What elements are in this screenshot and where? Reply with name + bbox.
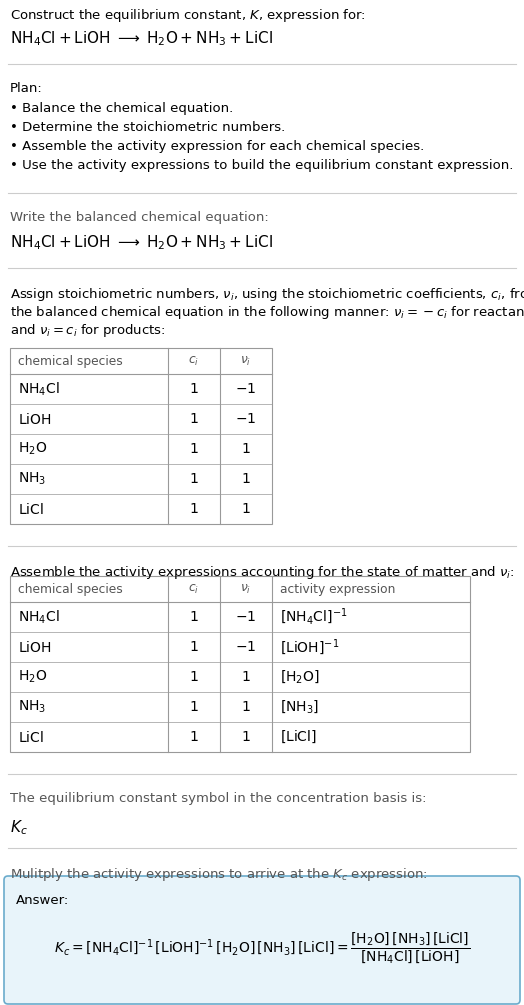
Text: $c_i$: $c_i$ — [189, 355, 200, 368]
Text: Write the balanced chemical equation:: Write the balanced chemical equation: — [10, 211, 269, 224]
Text: Plan:: Plan: — [10, 82, 43, 95]
Text: 1: 1 — [190, 670, 199, 684]
Text: 1: 1 — [242, 700, 250, 714]
Text: $[\mathrm{LiOH}]^{-1}$: $[\mathrm{LiOH}]^{-1}$ — [280, 637, 340, 657]
Text: $\mathrm{NH_3}$: $\mathrm{NH_3}$ — [18, 470, 46, 487]
Text: $c_i$: $c_i$ — [189, 583, 200, 596]
Text: $\mathrm{LiOH}$: $\mathrm{LiOH}$ — [18, 411, 51, 426]
Text: $\mathrm{LiOH}$: $\mathrm{LiOH}$ — [18, 639, 51, 654]
Text: Assemble the activity expressions accounting for the state of matter and $\nu_i$: Assemble the activity expressions accoun… — [10, 564, 515, 581]
Bar — [10, 348, 272, 524]
Text: $K_c = [\mathrm{NH_4Cl}]^{-1}\,[\mathrm{LiOH}]^{-1}\,[\mathrm{H_2O}]\,[\mathrm{N: $K_c = [\mathrm{NH_4Cl}]^{-1}\,[\mathrm{… — [54, 931, 470, 966]
Text: $[\mathrm{NH_3}]$: $[\mathrm{NH_3}]$ — [280, 698, 319, 716]
Text: $\mathrm{NH_3}$: $\mathrm{NH_3}$ — [18, 698, 46, 716]
Text: and $\nu_i = c_i$ for products:: and $\nu_i = c_i$ for products: — [10, 322, 166, 339]
Text: chemical species: chemical species — [18, 583, 123, 596]
Text: $[\mathrm{H_2O}]$: $[\mathrm{H_2O}]$ — [280, 668, 320, 685]
Text: $-1$: $-1$ — [235, 610, 257, 624]
Text: $\nu_i$: $\nu_i$ — [241, 355, 252, 368]
FancyBboxPatch shape — [4, 876, 520, 1004]
Text: • Balance the chemical equation.: • Balance the chemical equation. — [10, 102, 233, 115]
Text: 1: 1 — [190, 382, 199, 396]
Text: 1: 1 — [190, 610, 199, 624]
Text: $-1$: $-1$ — [235, 412, 257, 426]
Text: • Use the activity expressions to build the equilibrium constant expression.: • Use the activity expressions to build … — [10, 159, 514, 172]
Text: $\mathrm{NH_4Cl + LiOH \;\longrightarrow\; H_2O + NH_3 + LiCl}$: $\mathrm{NH_4Cl + LiOH \;\longrightarrow… — [10, 233, 273, 251]
Text: $\mathrm{H_2O}$: $\mathrm{H_2O}$ — [18, 668, 47, 685]
Text: • Determine the stoichiometric numbers.: • Determine the stoichiometric numbers. — [10, 121, 285, 134]
Text: $\mathrm{NH_4Cl}$: $\mathrm{NH_4Cl}$ — [18, 608, 60, 626]
Text: the balanced chemical equation in the following manner: $\nu_i = -c_i$ for react: the balanced chemical equation in the fo… — [10, 304, 524, 321]
Text: activity expression: activity expression — [280, 583, 396, 596]
Bar — [10, 576, 470, 752]
Text: $-1$: $-1$ — [235, 382, 257, 396]
Text: 1: 1 — [190, 472, 199, 486]
Text: The equilibrium constant symbol in the concentration basis is:: The equilibrium constant symbol in the c… — [10, 792, 427, 805]
Text: chemical species: chemical species — [18, 355, 123, 368]
Text: $[\mathrm{LiCl}]$: $[\mathrm{LiCl}]$ — [280, 729, 317, 745]
Text: Answer:: Answer: — [16, 894, 69, 907]
Text: 1: 1 — [242, 730, 250, 744]
Text: 1: 1 — [190, 730, 199, 744]
Text: $\mathrm{H_2O}$: $\mathrm{H_2O}$ — [18, 441, 47, 457]
Text: $\nu_i$: $\nu_i$ — [241, 583, 252, 596]
Text: $\mathrm{LiCl}$: $\mathrm{LiCl}$ — [18, 501, 44, 517]
Text: $\mathrm{NH_4Cl}$: $\mathrm{NH_4Cl}$ — [18, 380, 60, 398]
Text: $\mathrm{NH_4Cl + LiOH \;\longrightarrow\; H_2O + NH_3 + LiCl}$: $\mathrm{NH_4Cl + LiOH \;\longrightarrow… — [10, 29, 273, 47]
Text: 1: 1 — [242, 442, 250, 456]
Text: Assign stoichiometric numbers, $\nu_i$, using the stoichiometric coefficients, $: Assign stoichiometric numbers, $\nu_i$, … — [10, 286, 524, 303]
Text: 1: 1 — [190, 700, 199, 714]
Text: 1: 1 — [242, 502, 250, 516]
Text: 1: 1 — [242, 670, 250, 684]
Text: $-1$: $-1$ — [235, 640, 257, 654]
Text: 1: 1 — [190, 640, 199, 654]
Text: $\mathrm{LiCl}$: $\mathrm{LiCl}$ — [18, 730, 44, 745]
Text: • Assemble the activity expression for each chemical species.: • Assemble the activity expression for e… — [10, 140, 424, 153]
Text: $[\mathrm{NH_4Cl}]^{-1}$: $[\mathrm{NH_4Cl}]^{-1}$ — [280, 607, 347, 627]
Text: Construct the equilibrium constant, $K$, expression for:: Construct the equilibrium constant, $K$,… — [10, 7, 366, 24]
Text: 1: 1 — [190, 442, 199, 456]
Text: 1: 1 — [190, 412, 199, 426]
Text: Mulitply the activity expressions to arrive at the $K_c$ expression:: Mulitply the activity expressions to arr… — [10, 866, 428, 883]
Text: $K_c$: $K_c$ — [10, 818, 28, 837]
Text: 1: 1 — [190, 502, 199, 516]
Text: 1: 1 — [242, 472, 250, 486]
